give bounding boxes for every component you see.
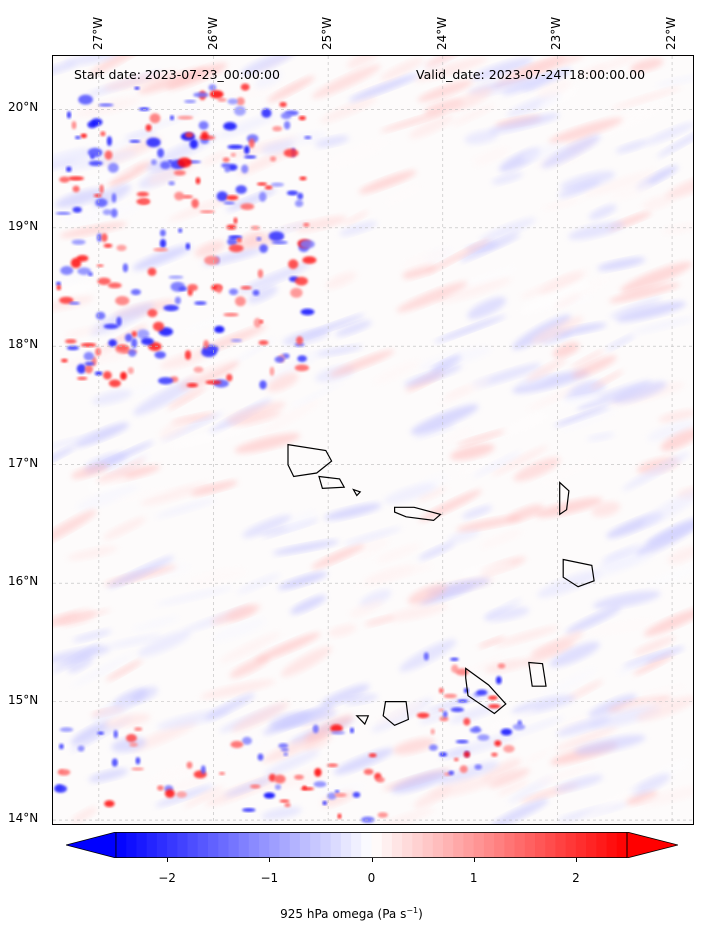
colorbar-tick	[269, 858, 271, 862]
lon-tick-label: 27°W	[90, 16, 105, 50]
island-coastline	[528, 661, 547, 687]
colorbar-tick-label: 2	[572, 871, 580, 885]
island-coastline	[318, 475, 346, 490]
island-coastline	[394, 506, 442, 522]
omega-field-map	[53, 56, 693, 824]
colorbar-extend-high	[626, 832, 678, 858]
lon-tick-label: 24°W	[434, 16, 449, 50]
island-coastline	[287, 443, 333, 478]
island-coastline	[465, 667, 507, 715]
lat-tick-label: 18°N	[8, 337, 39, 352]
valid-date-label: Valid_date: 2023-07-24T18:00:00.00	[416, 67, 646, 82]
colorbar-tick-label: 1	[469, 871, 478, 885]
omega-field-layer	[53, 56, 693, 824]
lon-tick-label: 26°W	[205, 16, 220, 50]
island-coastline	[382, 700, 410, 726]
colorbar-label: 925 hPa omega (Pa s−1)	[280, 906, 423, 921]
island-coastline	[559, 481, 570, 516]
colorbar-tick-label: −1	[260, 871, 279, 885]
colorbar-tick-label: −2	[158, 871, 176, 885]
colorbar	[66, 832, 678, 858]
colorbar-tick	[167, 858, 169, 862]
colorbar-tick	[371, 858, 373, 862]
map-panel	[52, 55, 694, 825]
colorbar-tick	[575, 858, 577, 862]
start-date-label: Start date: 2023-07-23_00:00:00	[74, 67, 280, 82]
island-coastline	[352, 488, 362, 497]
lat-tick-label: 14°N	[8, 811, 39, 826]
colorbar-tick	[473, 858, 475, 862]
lon-tick-label: 25°W	[320, 16, 335, 50]
colorbar-extend-low	[66, 832, 117, 858]
lat-tick-label: 19°N	[8, 218, 39, 233]
island-coastline	[355, 715, 370, 726]
island-coastline	[562, 558, 595, 588]
lon-tick-label: 22°W	[664, 16, 679, 50]
lat-tick-label: 20°N	[8, 100, 39, 115]
colorbar-tick-label: 0	[367, 871, 376, 885]
coastlines	[287, 443, 595, 726]
lat-tick-label: 15°N	[8, 692, 39, 707]
lon-tick-label: 23°W	[549, 16, 564, 50]
lat-tick-label: 17°N	[8, 455, 39, 470]
lat-tick-label: 16°N	[8, 574, 39, 589]
